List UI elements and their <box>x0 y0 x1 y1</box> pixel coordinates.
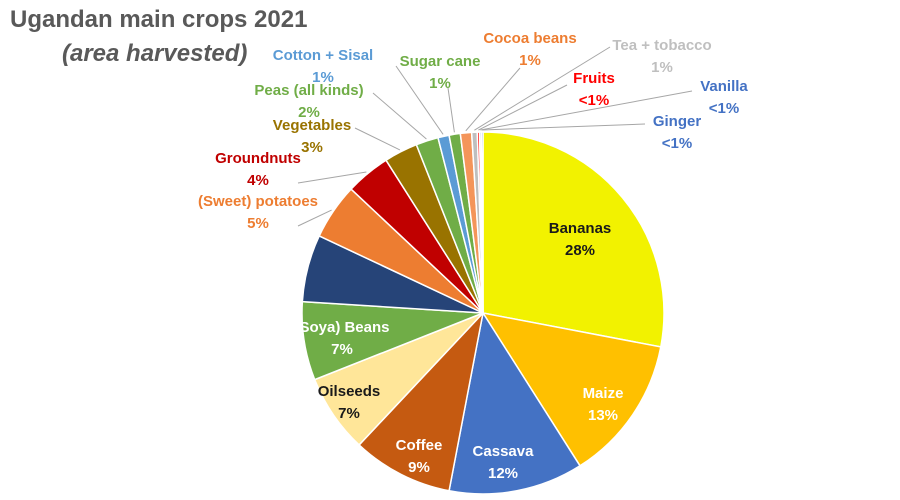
leader-line-groundnuts <box>297 171 367 184</box>
slice-label-vanilla: Vanilla <1% <box>700 78 748 117</box>
slice-label-name: Bananas <box>549 220 612 237</box>
pie-slice-maize <box>481 311 662 467</box>
slice-label-name: Vegetables <box>273 117 351 134</box>
slice-label-percent: 9% <box>408 459 430 476</box>
slice-label-peas-all-kinds: Peas (all kinds) 2% <box>254 82 363 121</box>
slice-label-percent: 1% <box>651 59 673 76</box>
slice-label-fruits: Fruits <1% <box>573 70 615 109</box>
slice-label-name: Tea + tobacco <box>612 37 711 54</box>
slice-label-tea-tobacco: Tea + tobacco 1% <box>612 37 711 76</box>
leader-lines <box>297 46 693 227</box>
slice-label-percent: 7% <box>338 405 360 422</box>
slice-label-sweet-potatoes: (Sweet) potatoes 5% <box>198 193 318 232</box>
slice-label-percent: <1% <box>662 135 692 152</box>
leader-line-tea-tobacco <box>474 46 611 131</box>
slice-label-maize: Maize 13% <box>583 385 624 424</box>
slice-label-cotton-sisal: Cotton + Sisal 1% <box>273 47 373 86</box>
leader-line-cotton-sisal <box>395 65 444 135</box>
leader-line-ginger <box>482 123 646 131</box>
leader-line-vegetables <box>354 127 401 151</box>
slice-label-percent: 1% <box>312 69 334 86</box>
slice-label-coffee: Coffee 9% <box>396 437 443 476</box>
slice-label-percent: 7% <box>331 341 353 358</box>
slice-label-percent: 4% <box>247 172 269 189</box>
slice-label-name: Peas (all kinds) <box>254 82 363 99</box>
slice-label-cassava: Cassava 12% <box>473 443 535 482</box>
slice-label-name: Sugar cane <box>400 53 481 70</box>
slice-labels: Bananas 28% Maize 13% Cassava 12% Coffee 9% Oils… <box>198 30 748 482</box>
slice-label-sugar-cane: Sugar cane 1% <box>400 53 481 92</box>
leader-line-cocoa-beans <box>465 67 521 132</box>
slice-label-percent: <1% <box>579 92 609 109</box>
slice-label-name: Cassava <box>473 443 535 460</box>
slice-label-name: Vanilla <box>700 78 748 95</box>
slice-label-percent: 1% <box>429 75 451 92</box>
leader-line-fruits <box>478 84 568 131</box>
pie-slice-cassava <box>448 310 582 495</box>
slice-label-percent: 5% <box>247 215 269 232</box>
slice-label-soya-beans: (Soya) Beans 7% <box>294 319 389 358</box>
slice-label-percent: 3% <box>301 139 323 156</box>
slice-label-groundnuts: Groundnuts 4% <box>215 150 301 189</box>
slice-label-percent: 28% <box>565 242 595 259</box>
slice-label-percent: <1% <box>709 100 739 117</box>
slice-label-percent: 2% <box>298 104 320 121</box>
slice-label-cocoa-beans: Cocoa beans 1% <box>483 30 576 69</box>
slice-label-name: (Sweet) potatoes <box>198 193 318 210</box>
chart-title: Ugandan main crops 2021 <box>10 6 308 33</box>
leader-line-peas-all-kinds <box>372 92 427 140</box>
slice-label-percent: 12% <box>488 465 518 482</box>
slice-label-vegetables: Vegetables 3% <box>273 117 351 156</box>
slice-label-name: Cotton + Sisal <box>273 47 373 64</box>
slice-label-name: Groundnuts <box>215 150 301 167</box>
slice-label-name: (Soya) Beans <box>294 319 389 336</box>
slice-label-ginger: Ginger <1% <box>653 113 702 152</box>
slice-label-name: Coffee <box>396 437 443 454</box>
pie-slice-bananas <box>482 131 665 348</box>
slice-label-name: Maize <box>583 385 624 402</box>
pie-slice-ginger <box>480 131 484 314</box>
slice-label-oilseeds: Oilseeds 7% <box>318 383 381 422</box>
slice-label-percent: 13% <box>588 407 618 424</box>
slice-label-name: Fruits <box>573 70 615 87</box>
chart-subtitle: (area harvested) <box>62 40 248 67</box>
slice-label-bananas: Bananas 28% <box>549 220 612 259</box>
slice-label-name: Cocoa beans <box>483 30 576 47</box>
slice-label-percent: 1% <box>519 52 541 69</box>
slice-label-name: Ginger <box>653 113 702 130</box>
leader-line-sugar-cane <box>447 87 455 133</box>
pie-slice-coffee <box>358 310 485 492</box>
leader-line-sweet-potatoes <box>297 209 332 227</box>
leader-line-vanilla <box>480 90 693 131</box>
slice-label-name: Oilseeds <box>318 383 381 400</box>
pie-slices <box>301 131 665 495</box>
